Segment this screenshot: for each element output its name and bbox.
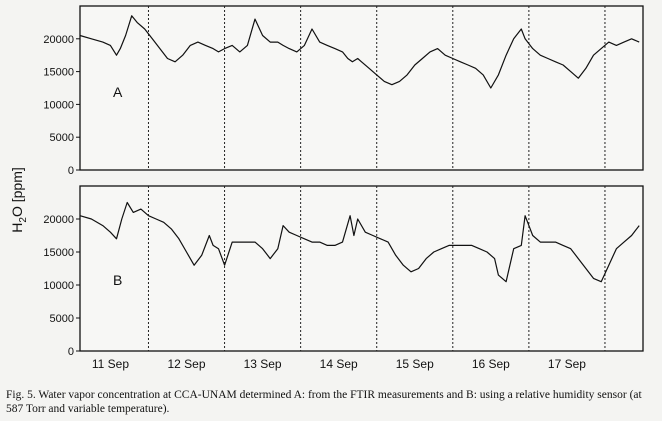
x-tick-label: 15 Sep [396, 357, 434, 371]
figure-caption: Fig. 5. Water vapor concentration at CCA… [6, 389, 642, 415]
panel-a-series-line [79, 15, 640, 89]
panel-b-y-tick-label: 15000 [43, 247, 74, 259]
panel-a-y-tick-label: 10000 [43, 99, 74, 111]
panel-a-label: A [113, 84, 123, 100]
x-tick-label: 14 Sep [320, 357, 358, 371]
panel-b-y-ticks: 0 5000 10000 15000 20000 [43, 214, 80, 358]
panel-b-frame [79, 185, 644, 352]
x-tick-label: 13 Sep [244, 357, 282, 371]
x-tick-label: 17 Sep [548, 357, 586, 371]
panel-b-y-tick-label: 5000 [50, 313, 74, 325]
x-tick-label: 11 Sep [92, 357, 129, 371]
panel-b-day-separators [147, 186, 606, 351]
panel-b-y-tick-label: 20000 [43, 214, 74, 226]
panel-a-day-separators [147, 6, 606, 170]
panel-a-y-tick-label: 5000 [50, 132, 74, 144]
x-tick-labels: 11 Sep 12 Sep 13 Sep 14 Sep 15 Sep 16 Sep 17 S… [92, 357, 586, 371]
panel-a-y-tick-label: 0 [68, 165, 74, 177]
panel-b-label: B [113, 272, 122, 288]
panel-a-y-tick-label: 20000 [43, 34, 74, 46]
panel-a-frame [79, 5, 644, 171]
panel-a-y-ticks: 0 5000 10000 15000 20000 [43, 34, 80, 177]
panel-a-y-tick-label: 15000 [43, 67, 74, 79]
panel-b-y-tick-label: 0 [68, 346, 74, 358]
panel-b-y-tick-label: 10000 [43, 280, 74, 292]
panel-b-series-line [79, 201, 640, 283]
panel-b: 0 5000 10000 15000 20000 B [43, 185, 644, 358]
x-tick-label: 12 Sep [167, 357, 205, 371]
x-tick-label: 16 Sep [472, 357, 510, 371]
y-axis-title: H2O [ppm] [9, 167, 29, 232]
panel-a: 0 5000 10000 15000 20000 A [43, 5, 644, 177]
